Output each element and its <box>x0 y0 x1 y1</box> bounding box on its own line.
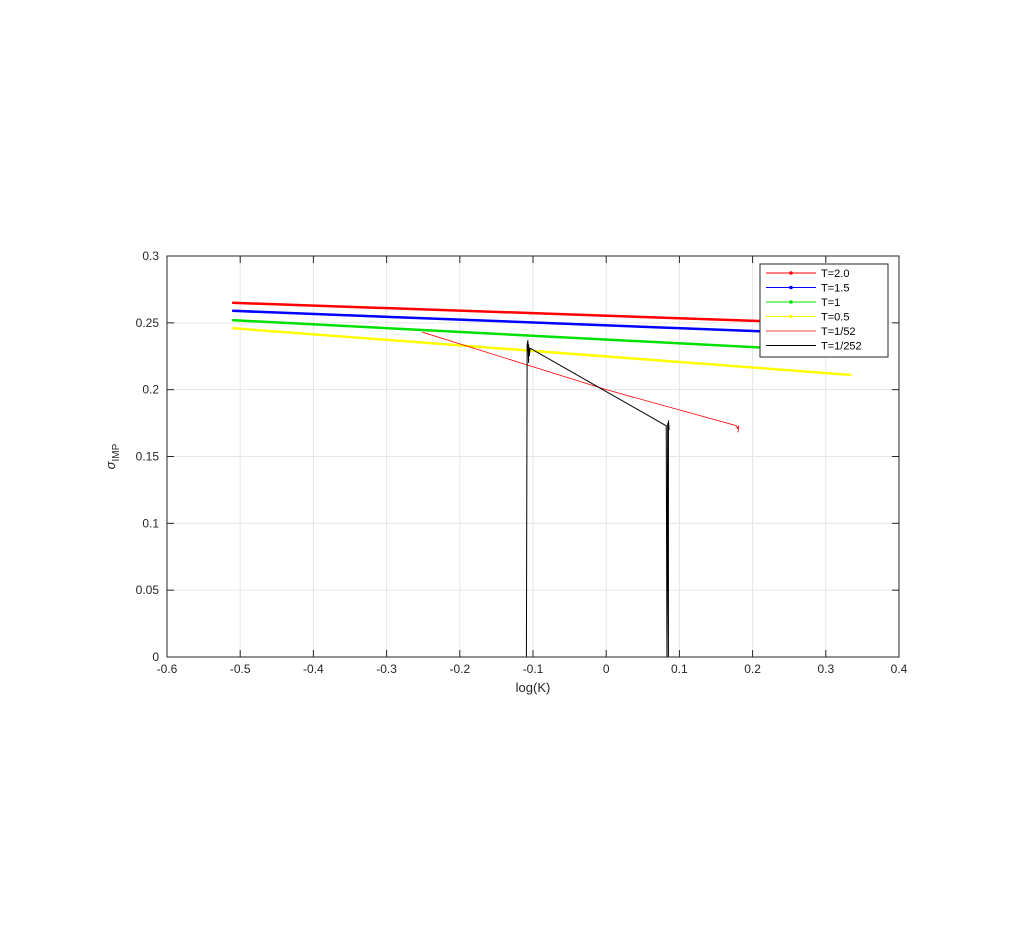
series-line-5 <box>525 340 670 658</box>
x-tick-label: -0.1 <box>523 662 544 676</box>
y-tick-label: 0.1 <box>142 516 159 530</box>
y-tick-label: 0.05 <box>136 583 160 597</box>
legend-entry: T=2.0 <box>821 268 849 280</box>
y-tick-label: 0.15 <box>136 450 160 464</box>
x-axis-label: log(K) <box>516 680 551 695</box>
x-tick-label: -0.2 <box>449 662 470 676</box>
legend-entry: T=1/52 <box>821 326 856 338</box>
x-tick-label: 0.2 <box>744 662 761 676</box>
series-line-3 <box>232 326 852 377</box>
series-line-0 <box>232 301 852 326</box>
y-axis-label: σIMP <box>103 443 122 469</box>
legend-entry: T=0.5 <box>821 312 849 324</box>
legend: T=2.0 T=1.5 T=1 T=0.5 T=1/52 T=1/252 <box>759 263 889 358</box>
x-tick-label: -0.5 <box>230 662 251 676</box>
legend-entry: T=1 <box>821 297 840 309</box>
x-tick-label: 0 <box>603 662 610 676</box>
legend-entry: T=1/252 <box>821 341 862 353</box>
series-line-4 <box>422 331 740 433</box>
legend-entry: T=1.5 <box>821 283 849 295</box>
legend-marker <box>789 300 793 304</box>
x-tick-label: 0.3 <box>817 662 834 676</box>
legend-marker <box>789 285 793 290</box>
y-axis-label-subscript: IMP <box>111 443 122 461</box>
axis-ticks: -0.6 -0.5 -0.4 -0.3 -0.2 -0.1 0 0.1 0.2 0.3 0.4 0 0.… <box>136 249 908 676</box>
legend-marker <box>789 314 793 319</box>
y-axis-label-symbol: σ <box>103 460 118 469</box>
x-tick-label: -0.3 <box>376 662 397 676</box>
legend-marker <box>789 271 793 275</box>
legend-box <box>759 263 889 358</box>
x-tick-label: -0.4 <box>303 662 324 676</box>
y-tick-label: 0.3 <box>142 249 159 263</box>
series-line-2 <box>232 318 852 354</box>
x-tick-label: 0.4 <box>891 662 908 676</box>
x-tick-label: -0.6 <box>157 662 178 676</box>
series-lines <box>232 301 852 658</box>
y-tick-label: 0.25 <box>136 316 160 330</box>
y-tick-label: 0.2 <box>142 383 159 397</box>
x-tick-label: 0.1 <box>671 662 688 676</box>
series-line-1 <box>232 309 852 337</box>
y-tick-label: 0 <box>152 650 159 664</box>
